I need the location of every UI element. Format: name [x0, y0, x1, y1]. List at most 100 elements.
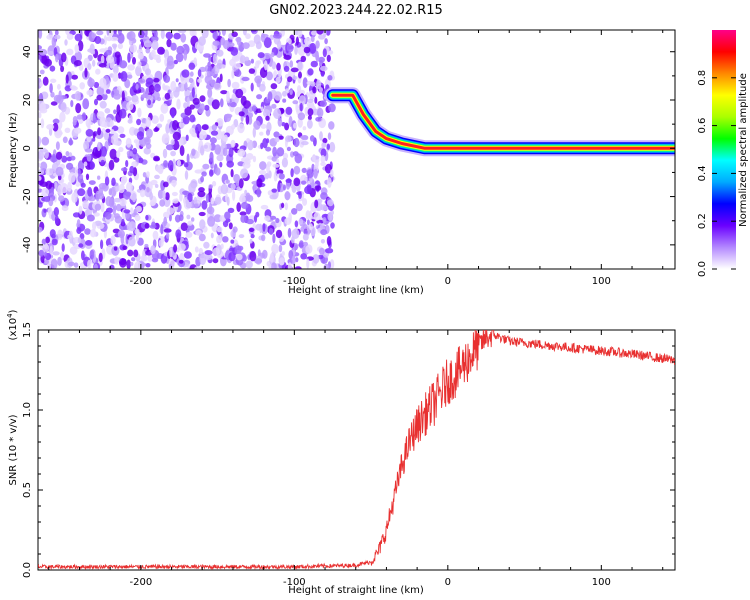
noise-blob	[137, 157, 144, 164]
noise-blob	[266, 71, 273, 81]
noise-blob	[297, 118, 303, 128]
noise-blob	[252, 127, 256, 138]
noise-blob	[294, 266, 302, 269]
noise-blob	[320, 192, 328, 200]
noise-blob	[178, 30, 187, 34]
noise-blob	[82, 98, 90, 110]
noise-blob	[262, 138, 268, 149]
noise-blob	[213, 82, 222, 91]
noise-blob	[147, 254, 154, 262]
noise-blob	[176, 45, 185, 55]
noise-blob	[287, 227, 292, 238]
noise-blob	[129, 165, 135, 174]
noise-blob	[249, 238, 253, 244]
noise-blob	[224, 211, 231, 220]
noise-blob	[312, 154, 316, 163]
noise-blob	[165, 123, 170, 134]
noise-blob	[135, 65, 142, 77]
noise-blob	[83, 161, 88, 167]
noise-blob	[225, 179, 230, 184]
noise-blob	[92, 112, 96, 124]
noise-blob	[278, 69, 282, 78]
noise-blob	[127, 64, 135, 71]
noise-blob	[130, 207, 134, 215]
noise-blob	[230, 239, 235, 244]
noise-blob	[229, 58, 236, 67]
noise-blob	[212, 53, 218, 65]
snr-series-line	[38, 330, 675, 570]
noise-blob	[167, 160, 174, 171]
noise-blob	[210, 197, 215, 205]
snr-y-axis-label: SNR (10 * v/v)	[8, 414, 19, 485]
noise-blob	[263, 37, 272, 49]
y-tick-label: -20	[22, 188, 33, 204]
noise-blob	[65, 30, 70, 35]
noise-blob	[240, 114, 244, 123]
noise-blob	[149, 224, 157, 229]
noise-blob	[282, 152, 289, 160]
noise-blob	[71, 192, 78, 204]
noise-blob	[198, 211, 206, 217]
noise-blob	[166, 55, 174, 66]
noise-blob	[50, 91, 55, 98]
noise-blob	[314, 185, 322, 192]
noise-blob	[138, 184, 146, 191]
noise-blob	[327, 75, 333, 81]
noise-blob	[80, 182, 86, 188]
noise-blob	[203, 241, 210, 249]
noise-blob	[133, 139, 139, 144]
noise-blob	[265, 129, 271, 136]
noise-blob	[212, 247, 220, 256]
noise-blob	[136, 131, 144, 140]
noise-blob	[248, 68, 256, 74]
noise-blob	[68, 261, 75, 267]
noise-blob	[156, 123, 163, 129]
noise-blob	[135, 83, 139, 90]
noise-blob	[269, 34, 275, 40]
noise-blob	[49, 245, 53, 256]
noise-blob	[238, 234, 245, 239]
noise-blob	[125, 96, 132, 102]
noise-blob	[100, 146, 107, 158]
noise-blob	[210, 232, 214, 239]
noise-blob	[104, 132, 109, 141]
noise-blob	[108, 188, 113, 196]
noise-blob	[165, 232, 170, 239]
noise-blob	[255, 60, 260, 69]
noise-blob	[320, 148, 327, 157]
noise-blob	[73, 60, 82, 67]
noise-blob	[242, 42, 250, 49]
noise-blob	[276, 147, 285, 157]
noise-blob	[316, 198, 323, 204]
noise-blob	[165, 144, 174, 151]
noise-blob	[153, 30, 158, 38]
noise-blob	[128, 236, 136, 247]
noise-blob	[245, 192, 251, 202]
noise-blob	[300, 55, 307, 63]
noise-blob	[61, 52, 67, 63]
noise-blob	[262, 109, 271, 118]
noise-blob	[166, 207, 175, 215]
colorbar-tick-label: 0.8	[697, 70, 708, 86]
noise-blob	[193, 57, 198, 66]
noise-blob	[281, 122, 286, 127]
noise-blob	[113, 197, 122, 203]
noise-blob	[316, 79, 322, 90]
noise-blob	[96, 94, 103, 101]
noise-blob	[188, 62, 196, 70]
noise-blob	[186, 153, 190, 164]
noise-blob	[65, 74, 69, 84]
colorbar-tick-label: 0.6	[697, 118, 708, 134]
noise-blob	[173, 59, 178, 65]
noise-blob	[38, 249, 45, 257]
noise-blob	[315, 116, 322, 122]
noise-blob	[189, 114, 196, 123]
noise-blob	[194, 246, 199, 253]
noise-blob	[199, 254, 207, 265]
noise-blob	[126, 101, 134, 111]
noise-blob	[253, 120, 261, 130]
noise-blob	[118, 146, 124, 153]
noise-blob	[259, 83, 266, 92]
noise-blob	[134, 261, 142, 269]
